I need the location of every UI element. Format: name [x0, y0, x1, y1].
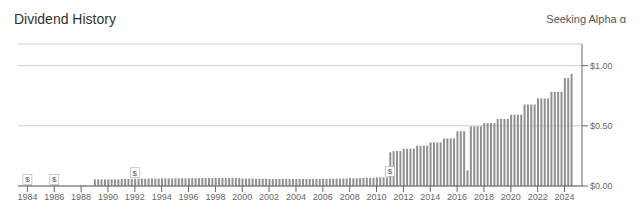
svg-text:2000: 2000 — [232, 192, 252, 202]
svg-text:2008: 2008 — [340, 192, 360, 202]
svg-text:$0.00: $0.00 — [590, 181, 613, 191]
svg-text:1986: 1986 — [44, 192, 64, 202]
svg-text:$: $ — [388, 167, 393, 176]
svg-text:$: $ — [25, 175, 30, 184]
svg-text:2002: 2002 — [259, 192, 279, 202]
svg-text:$0.50: $0.50 — [590, 121, 613, 131]
svg-text:2018: 2018 — [474, 192, 494, 202]
svg-text:$1.00: $1.00 — [590, 61, 613, 71]
svg-text:2020: 2020 — [501, 192, 521, 202]
svg-text:2012: 2012 — [393, 192, 413, 202]
svg-text:1990: 1990 — [98, 192, 118, 202]
svg-text:1988: 1988 — [71, 192, 91, 202]
svg-text:$: $ — [52, 175, 57, 184]
svg-text:2022: 2022 — [528, 192, 548, 202]
svg-text:2016: 2016 — [447, 192, 467, 202]
svg-text:1998: 1998 — [205, 192, 225, 202]
svg-text:1984: 1984 — [17, 192, 37, 202]
svg-text:2014: 2014 — [420, 192, 440, 202]
svg-text:1996: 1996 — [179, 192, 199, 202]
svg-text:2006: 2006 — [313, 192, 333, 202]
svg-text:1994: 1994 — [152, 192, 172, 202]
html-text:Seeking Alpha α: Seeking Alpha α — [546, 13, 626, 25]
svg-text:2024: 2024 — [555, 192, 575, 202]
html-text:Dividend History: Dividend History — [14, 11, 116, 27]
svg-text:2010: 2010 — [367, 192, 387, 202]
svg-text:1992: 1992 — [125, 192, 145, 202]
svg-text:2004: 2004 — [286, 192, 306, 202]
svg-text:$: $ — [133, 169, 138, 178]
